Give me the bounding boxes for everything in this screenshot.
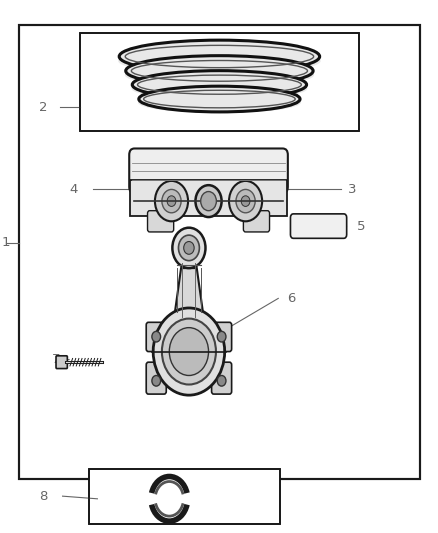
Circle shape bbox=[152, 332, 161, 342]
Circle shape bbox=[155, 181, 188, 221]
FancyBboxPatch shape bbox=[146, 362, 166, 394]
Circle shape bbox=[162, 189, 181, 213]
Circle shape bbox=[229, 181, 262, 221]
Circle shape bbox=[152, 375, 161, 386]
FancyBboxPatch shape bbox=[56, 356, 67, 368]
FancyBboxPatch shape bbox=[129, 149, 288, 193]
Circle shape bbox=[153, 308, 225, 395]
Text: 7: 7 bbox=[52, 353, 60, 366]
Circle shape bbox=[217, 375, 226, 386]
Bar bbox=[89, 469, 280, 524]
Text: 2: 2 bbox=[39, 101, 47, 114]
Bar bbox=[19, 25, 420, 479]
Circle shape bbox=[184, 241, 194, 254]
Bar bbox=[130, 180, 287, 216]
Text: 6: 6 bbox=[287, 292, 296, 305]
Circle shape bbox=[217, 332, 226, 342]
Bar bbox=[80, 33, 359, 131]
Circle shape bbox=[167, 196, 176, 206]
Text: 3: 3 bbox=[348, 183, 357, 196]
Circle shape bbox=[178, 235, 199, 261]
Circle shape bbox=[241, 196, 250, 206]
Bar bbox=[80, 33, 359, 131]
FancyBboxPatch shape bbox=[148, 211, 174, 232]
Ellipse shape bbox=[126, 55, 313, 86]
Polygon shape bbox=[175, 268, 203, 312]
Ellipse shape bbox=[125, 62, 314, 87]
Bar bbox=[19, 25, 420, 479]
Ellipse shape bbox=[118, 47, 321, 75]
Ellipse shape bbox=[132, 71, 307, 99]
Text: 8: 8 bbox=[39, 490, 47, 503]
FancyBboxPatch shape bbox=[244, 211, 269, 232]
Ellipse shape bbox=[131, 77, 307, 100]
Circle shape bbox=[162, 319, 216, 384]
Ellipse shape bbox=[139, 86, 300, 112]
FancyBboxPatch shape bbox=[212, 362, 232, 394]
Circle shape bbox=[236, 189, 255, 213]
FancyBboxPatch shape bbox=[146, 322, 166, 352]
Circle shape bbox=[173, 228, 205, 268]
Text: 5: 5 bbox=[357, 220, 365, 232]
Text: 4: 4 bbox=[69, 183, 78, 196]
Ellipse shape bbox=[119, 40, 320, 73]
Circle shape bbox=[195, 185, 222, 217]
Ellipse shape bbox=[138, 92, 301, 113]
Bar bbox=[89, 469, 280, 524]
Text: 1: 1 bbox=[2, 236, 10, 249]
Circle shape bbox=[170, 328, 208, 375]
FancyBboxPatch shape bbox=[290, 214, 346, 238]
FancyBboxPatch shape bbox=[212, 322, 232, 352]
Circle shape bbox=[201, 191, 216, 211]
